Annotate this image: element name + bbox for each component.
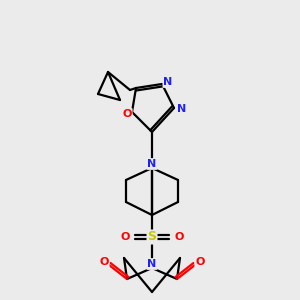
- Text: N: N: [177, 104, 187, 114]
- Text: S: S: [148, 230, 157, 244]
- Text: O: O: [195, 257, 205, 267]
- Text: O: O: [99, 257, 109, 267]
- Text: N: N: [147, 159, 157, 169]
- Text: O: O: [120, 232, 130, 242]
- Text: O: O: [174, 232, 184, 242]
- Text: N: N: [147, 259, 157, 269]
- Text: O: O: [122, 109, 132, 119]
- Text: N: N: [164, 77, 172, 87]
